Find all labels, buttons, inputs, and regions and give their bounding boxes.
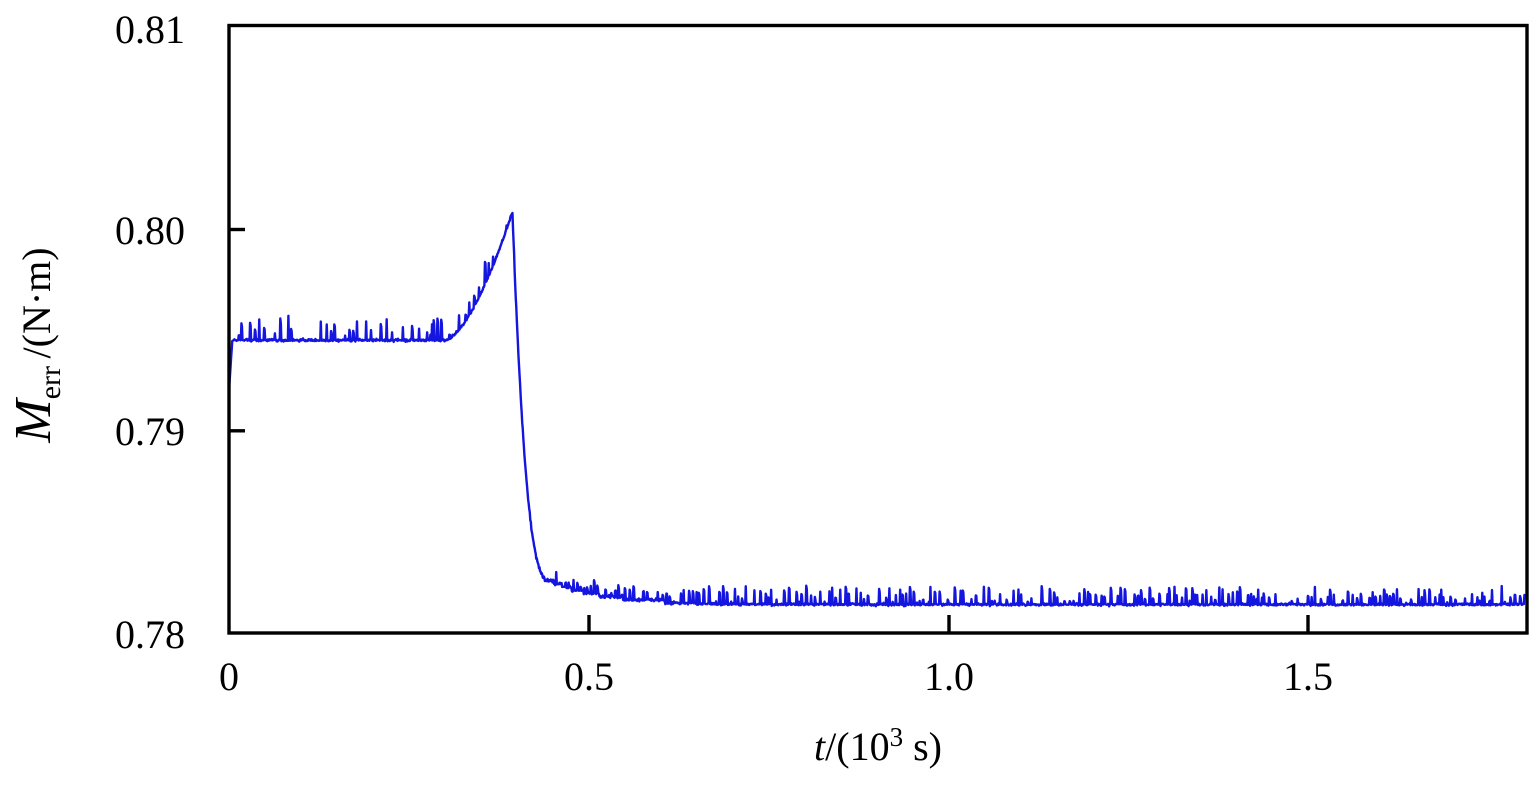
svg-text:0: 0: [219, 654, 239, 699]
svg-text:0.81: 0.81: [115, 7, 185, 52]
svg-text:Merr /(N·m): Merr /(N·m): [5, 247, 67, 443]
svg-text:1.0: 1.0: [924, 654, 974, 699]
svg-text:t/(103 s): t/(103 s): [814, 722, 942, 769]
svg-text:0.5: 0.5: [564, 654, 614, 699]
svg-text:0.79: 0.79: [115, 409, 185, 454]
svg-text:1.5: 1.5: [1283, 654, 1333, 699]
svg-text:0.80: 0.80: [115, 208, 185, 253]
svg-text:0.78: 0.78: [115, 612, 185, 657]
